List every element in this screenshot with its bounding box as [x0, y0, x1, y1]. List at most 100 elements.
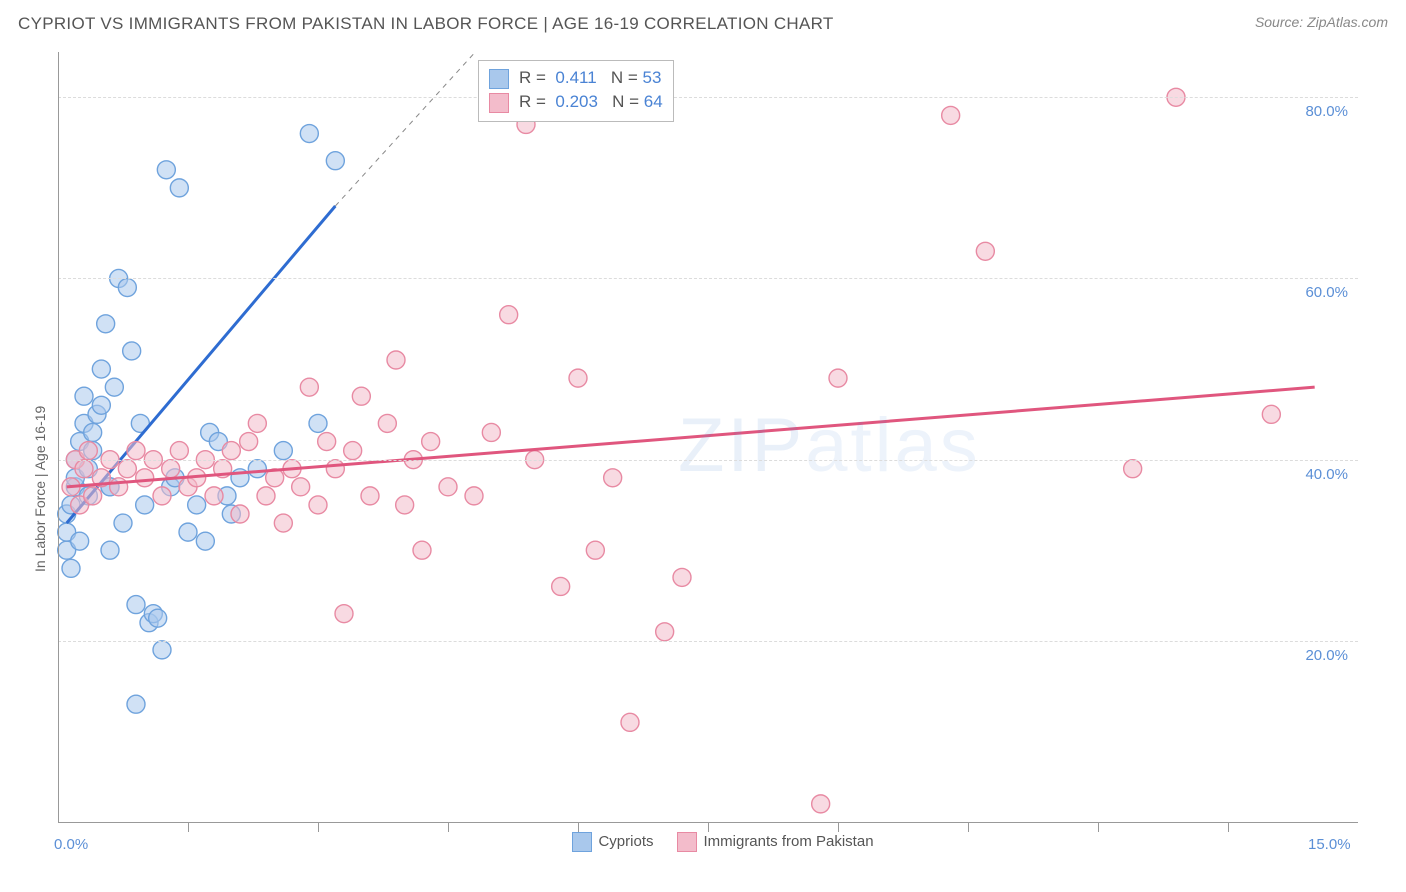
legend-swatch	[489, 69, 509, 89]
data-point	[413, 541, 431, 559]
y-axis	[58, 52, 59, 822]
stat-N-label: N =	[612, 92, 639, 111]
data-point	[231, 505, 249, 523]
data-point	[309, 496, 327, 514]
data-point	[257, 487, 275, 505]
data-point	[222, 442, 240, 460]
stat-R-label: R =	[519, 68, 546, 87]
data-point	[105, 378, 123, 396]
stat-row: R = 0.203 N = 64	[489, 91, 663, 113]
data-point	[352, 387, 370, 405]
data-point	[101, 541, 119, 559]
legend-swatch	[677, 832, 697, 852]
data-point	[123, 342, 141, 360]
chart-area: In Labor Force | Age 16-19 ZIPatlas 20.0…	[38, 52, 1384, 822]
data-point	[153, 641, 171, 659]
data-point	[318, 433, 336, 451]
data-point	[170, 442, 188, 460]
data-point	[274, 442, 292, 460]
data-point	[127, 442, 145, 460]
x-tick	[578, 822, 579, 832]
x-tick	[188, 822, 189, 832]
data-point	[118, 460, 136, 478]
data-point	[136, 496, 154, 514]
data-point	[157, 161, 175, 179]
data-point	[75, 387, 93, 405]
data-point	[396, 496, 414, 514]
data-point	[153, 487, 171, 505]
x-tick-label: 15.0%	[1308, 836, 1351, 853]
x-tick	[1228, 822, 1229, 832]
trend-line-extrapolated	[335, 52, 500, 206]
data-point	[482, 423, 500, 441]
data-point	[196, 532, 214, 550]
stat-R-label: R =	[519, 92, 546, 111]
data-point	[170, 179, 188, 197]
data-point	[604, 469, 622, 487]
data-point	[387, 351, 405, 369]
data-point	[552, 577, 570, 595]
scatter-plot	[38, 52, 1384, 822]
y-tick-label: 60.0%	[1278, 284, 1348, 301]
data-point	[673, 568, 691, 586]
data-point	[62, 559, 80, 577]
data-point	[205, 487, 223, 505]
data-point	[569, 369, 587, 387]
data-point	[127, 695, 145, 713]
y-tick-label: 40.0%	[1278, 466, 1348, 483]
data-point	[1262, 405, 1280, 423]
y-tick-label: 20.0%	[1278, 647, 1348, 664]
data-point	[114, 514, 132, 532]
data-point	[500, 306, 518, 324]
data-point	[621, 713, 639, 731]
x-tick	[968, 822, 969, 832]
data-point	[248, 414, 266, 432]
x-tick	[838, 822, 839, 832]
data-point	[188, 496, 206, 514]
legend-label: Cypriots	[598, 833, 653, 850]
y-axis-label: In Labor Force | Age 16-19	[32, 406, 48, 572]
source-label: Source: ZipAtlas.com	[1255, 14, 1388, 30]
data-point	[84, 487, 102, 505]
data-point	[248, 460, 266, 478]
stat-row: R = 0.411 N = 53	[489, 67, 663, 89]
data-point	[465, 487, 483, 505]
data-point	[110, 478, 128, 496]
data-point	[829, 369, 847, 387]
x-tick	[708, 822, 709, 832]
legend-swatch	[572, 832, 592, 852]
data-point	[274, 514, 292, 532]
x-tick-label: 0.0%	[54, 836, 88, 853]
correlation-stat-box: R = 0.411 N = 53R = 0.203 N = 64	[478, 60, 674, 122]
data-point	[656, 623, 674, 641]
data-point	[422, 433, 440, 451]
data-point	[344, 442, 362, 460]
x-tick	[448, 822, 449, 832]
data-point	[240, 433, 258, 451]
data-point	[976, 242, 994, 260]
data-point	[162, 460, 180, 478]
data-point	[361, 487, 379, 505]
legend-swatch	[489, 93, 509, 113]
data-point	[179, 523, 197, 541]
data-point	[326, 152, 344, 170]
data-point	[335, 605, 353, 623]
data-point	[812, 795, 830, 813]
stat-N-value: 53	[643, 68, 662, 87]
chart-title: CYPRIOT VS IMMIGRANTS FROM PAKISTAN IN L…	[18, 14, 834, 33]
data-point	[71, 532, 89, 550]
stat-R-value: 0.411	[555, 68, 596, 87]
data-point	[942, 106, 960, 124]
data-point	[300, 378, 318, 396]
stat-N-value: 64	[644, 92, 663, 111]
data-point	[309, 414, 327, 432]
data-point	[1124, 460, 1142, 478]
x-tick	[318, 822, 319, 832]
x-tick	[1098, 822, 1099, 832]
data-point	[79, 442, 97, 460]
data-point	[292, 478, 310, 496]
gridline	[58, 641, 1358, 642]
data-point	[586, 541, 604, 559]
data-point	[92, 396, 110, 414]
data-point	[439, 478, 457, 496]
